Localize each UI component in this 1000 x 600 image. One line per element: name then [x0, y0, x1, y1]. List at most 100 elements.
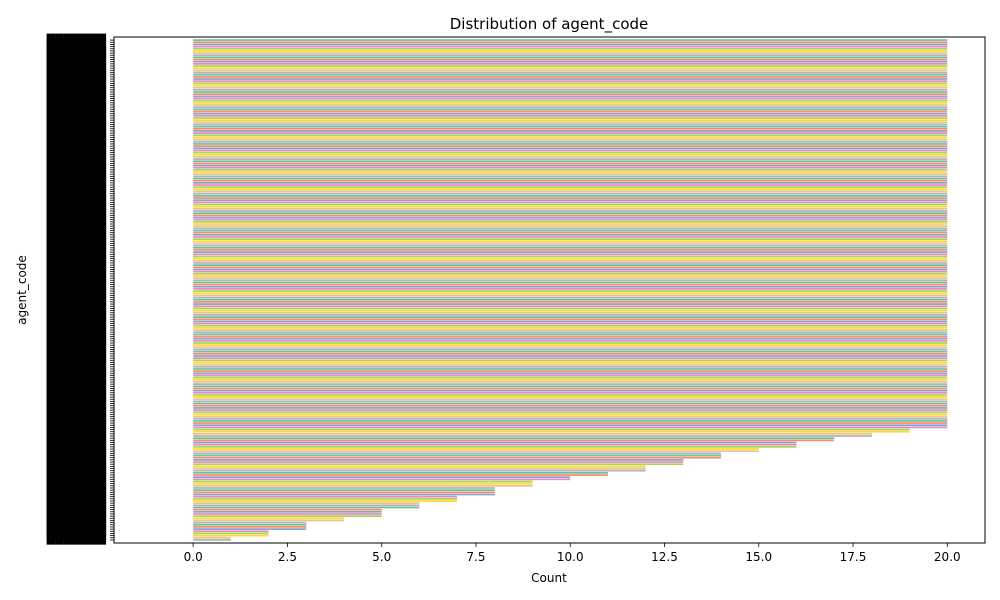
- plot-frame: [113, 36, 986, 544]
- bar: [193, 469, 646, 472]
- y-tick-label: ███████: [46, 436, 107, 450]
- x-tick-label: 2.5: [278, 550, 297, 564]
- bar: [193, 210, 948, 212]
- bar: [193, 47, 948, 50]
- y-tick-label: ███████: [46, 262, 107, 276]
- bar: [193, 389, 948, 392]
- y-tick-label: ███████: [46, 522, 107, 536]
- bar: [193, 400, 948, 403]
- bar: [193, 513, 382, 515]
- y-tick-label: ███████: [46, 215, 107, 229]
- bar: [193, 463, 684, 466]
- bar: [193, 84, 948, 87]
- y-tick-label: ███████: [46, 492, 107, 506]
- bar: [193, 197, 948, 199]
- bar: [193, 186, 948, 189]
- bar: [193, 184, 948, 186]
- y-tick-label: ███████: [46, 89, 107, 103]
- bar: [193, 192, 948, 195]
- y-tick-label: ███████: [46, 526, 107, 540]
- bar: [193, 56, 948, 59]
- bar: [193, 218, 948, 221]
- bar: [193, 190, 948, 193]
- bar: [193, 521, 307, 524]
- x-tick-label: 12.5: [651, 550, 678, 564]
- bar: [193, 153, 948, 156]
- x-tick-label: 7.5: [466, 550, 485, 564]
- y-tick-label: ███████: [46, 336, 107, 350]
- y-tick-label: ███████: [46, 236, 107, 250]
- bar: [193, 515, 382, 517]
- y-tick-label: ███████: [46, 388, 107, 402]
- y-tick-label: ███████: [46, 457, 107, 471]
- y-tick-label: ███████: [46, 258, 107, 272]
- y-tick-label: ███████: [46, 172, 107, 186]
- y-tick-label: ███████: [46, 154, 107, 168]
- bar: [193, 188, 948, 191]
- bar: [193, 80, 948, 83]
- bar: [193, 506, 420, 509]
- bar: [193, 78, 948, 80]
- y-tick-label: ███████: [46, 327, 107, 341]
- y-tick-label: ███████: [46, 219, 107, 233]
- bar: [193, 368, 948, 370]
- bar: [193, 220, 948, 223]
- bar: [193, 39, 948, 41]
- y-tick-label: ███████: [46, 340, 107, 354]
- bar: [193, 508, 382, 511]
- bar: [193, 65, 948, 67]
- y-tick-label: ███████: [46, 107, 107, 121]
- bar: [193, 461, 684, 463]
- bar: [193, 195, 948, 197]
- bar: [193, 428, 910, 431]
- bar: [193, 294, 948, 297]
- bar: [193, 536, 231, 539]
- y-tick-label: ███████: [46, 159, 107, 173]
- x-tick-label: 0.0: [184, 550, 203, 564]
- bar: [193, 281, 948, 284]
- bar: [193, 177, 948, 180]
- bar: [193, 365, 948, 368]
- y-tick-label: ███████: [46, 475, 107, 489]
- bar: [193, 86, 948, 89]
- y-tick-label: ███████: [46, 55, 107, 69]
- bar: [193, 264, 948, 266]
- bar: [193, 417, 948, 420]
- bar: [193, 456, 722, 459]
- bar: [193, 93, 948, 96]
- y-tick-label: ███████: [46, 42, 107, 56]
- bar: [193, 398, 948, 401]
- y-tick-label: ███████: [46, 137, 107, 151]
- y-tick-label: ███████: [46, 353, 107, 367]
- bars-group: [193, 39, 948, 541]
- y-tick-label: ███████: [46, 133, 107, 147]
- bar: [193, 119, 948, 122]
- bar: [193, 523, 307, 526]
- y-tick-label: ███████: [46, 418, 107, 432]
- y-tick-label: ███████: [46, 94, 107, 108]
- y-tick-label: ███████: [46, 102, 107, 116]
- y-tick-label: ███████: [46, 301, 107, 315]
- bar: [193, 478, 571, 481]
- bar: [193, 162, 948, 165]
- bar: [193, 91, 948, 93]
- y-tick-label: ███████: [46, 206, 107, 220]
- bar: [193, 467, 646, 470]
- y-tick-label: ███████: [46, 163, 107, 177]
- y-tick-label: ███████: [46, 68, 107, 82]
- bar: [193, 517, 344, 520]
- bar: [193, 143, 948, 145]
- x-tick-label: 20.0: [934, 550, 961, 564]
- bar: [193, 207, 948, 210]
- y-tick-label: ███████: [46, 392, 107, 406]
- bar: [193, 249, 948, 251]
- y-tick-label: ███████: [46, 33, 107, 47]
- bar: [193, 240, 948, 243]
- bar: [193, 97, 948, 100]
- y-tick-label: ███████: [46, 63, 107, 77]
- bar: [193, 223, 948, 225]
- bar: [193, 446, 797, 448]
- bar: [193, 296, 948, 299]
- bar: [193, 166, 948, 169]
- y-tick-label: ███████: [46, 297, 107, 311]
